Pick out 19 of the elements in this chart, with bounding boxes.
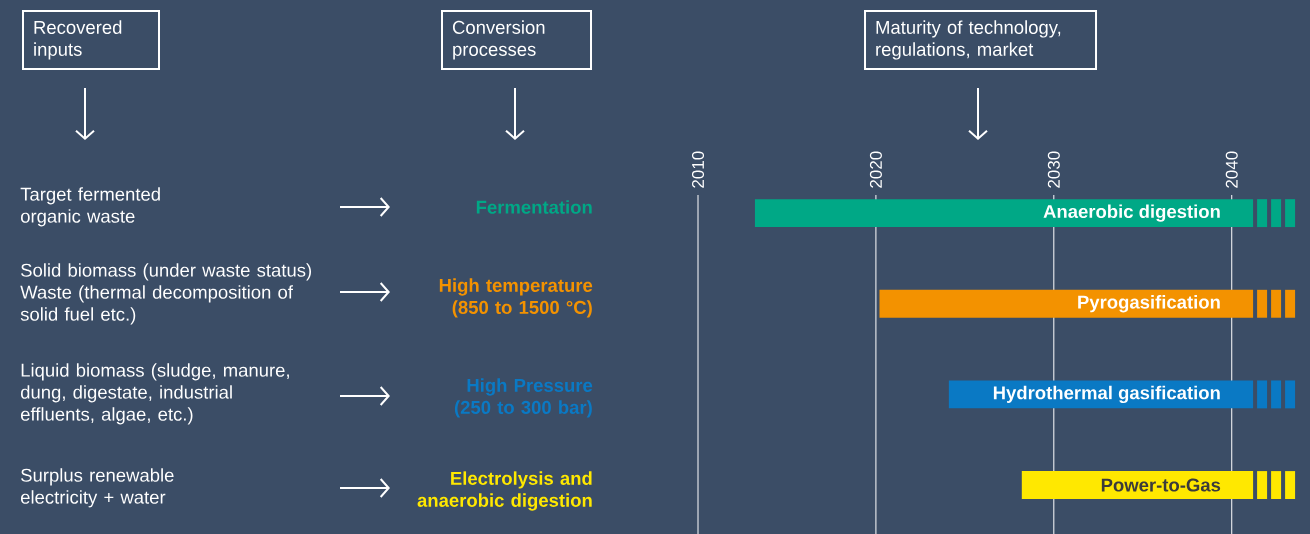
text: Solid biomass (under waste status) Waste (thermal decomposition of solid fuel etc.)	[20, 262, 312, 325]
text: High Pressure (250 to 300 bar)	[454, 378, 593, 418]
y-tick-label: Anaerobic digestion	[1043, 204, 1220, 222]
text: High temperature (850 to 1500 °C)	[439, 278, 593, 318]
x-tick-label: 2030	[1047, 151, 1060, 188]
x-tick-label: 2040	[1225, 151, 1238, 188]
text: Fermentation	[476, 199, 592, 214]
x-tick-label: 2010	[691, 151, 705, 188]
x-tick-label: 2020	[869, 151, 882, 188]
text: Maturity of technology, regulations, market	[876, 20, 1061, 60]
y-tick-label: Pyrogasification	[1078, 294, 1220, 313]
y-tick-label: Hydrothermal gasification	[993, 385, 1220, 403]
text: Surplus renewable electricity + water	[20, 467, 174, 508]
text: Electrolysis and anaerobic digestion	[417, 471, 592, 511]
text: Recovered inputs	[34, 20, 122, 60]
text: Conversion processes	[452, 20, 545, 60]
text: Liquid biomass (sludge, manure, dung, digestate, industrial effluents, algae, etc.)	[20, 362, 289, 425]
y-tick-label: Power-to-Gas	[1101, 478, 1221, 492]
text: Target fermented organic waste	[20, 186, 160, 227]
